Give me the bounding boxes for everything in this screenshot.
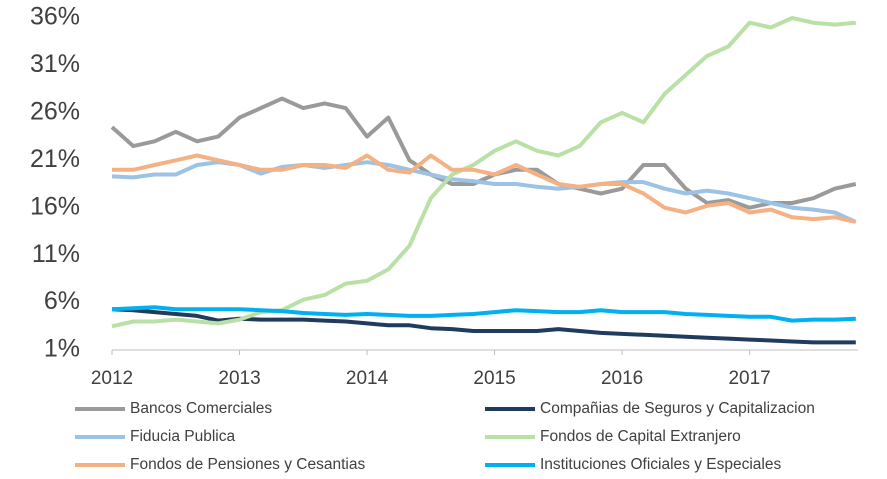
legend-label: Fondos de Pensiones y Cesantias bbox=[130, 456, 365, 473]
x-tick-label: 2012 bbox=[91, 368, 133, 389]
x-tick-label: 2016 bbox=[601, 368, 643, 389]
x-tick-label: 2017 bbox=[728, 368, 770, 389]
legend-label: Compañias de Seguros y Capitalizacion bbox=[540, 400, 815, 417]
y-tick-label: 31% bbox=[30, 50, 80, 78]
series-line bbox=[111, 305, 856, 323]
y-tick-label: 36% bbox=[30, 3, 80, 31]
series-line bbox=[112, 153, 857, 224]
x-tick-label: 2015 bbox=[473, 368, 515, 389]
y-tick-label: 26% bbox=[30, 97, 80, 125]
legend-label: Fondos de Capital Extranjero bbox=[540, 428, 741, 445]
y-tick-label: 21% bbox=[30, 145, 80, 173]
x-tick-label: 2014 bbox=[346, 368, 389, 389]
y-tick-label: 1% bbox=[44, 335, 80, 363]
series-line bbox=[110, 96, 857, 210]
legend-label: Fiducia Publica bbox=[130, 428, 235, 445]
y-tick-label: 6% bbox=[44, 287, 80, 315]
legend-label: Bancos Comerciales bbox=[130, 400, 272, 417]
series-line bbox=[111, 16, 856, 329]
y-tick-label: 16% bbox=[30, 192, 80, 220]
x-tick-label: 2013 bbox=[218, 368, 260, 389]
y-tick-label: 11% bbox=[32, 240, 80, 268]
legend-label: Instituciones Oficiales y Especiales bbox=[540, 456, 781, 473]
